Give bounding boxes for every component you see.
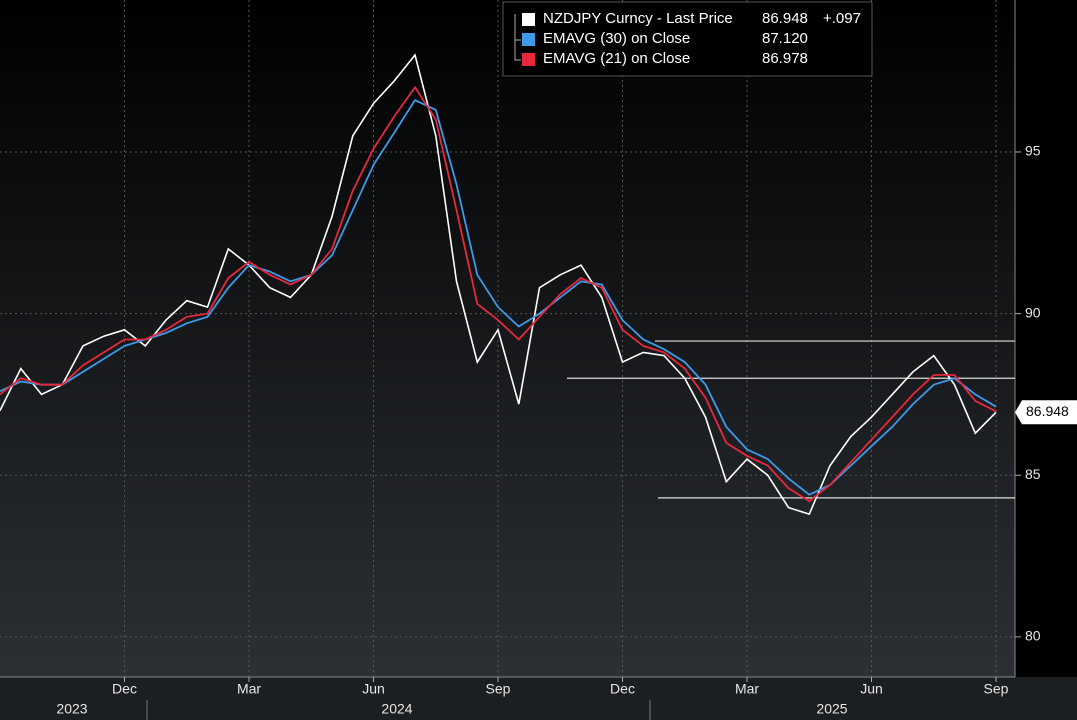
x-tick-label: Mar <box>735 681 759 697</box>
legend-label: EMAVG (21) on Close <box>543 50 690 67</box>
y-tick-label: 80 <box>1025 628 1041 644</box>
legend-tree <box>514 14 521 61</box>
legend-swatch <box>522 33 535 46</box>
y-tick-label: 85 <box>1025 466 1041 482</box>
year-label: 2025 <box>816 701 847 717</box>
legend-label: EMAVG (30) on Close <box>543 30 690 47</box>
series-line <box>0 53 997 516</box>
legend-label: NZDJPY Curncy - Last Price <box>543 10 733 27</box>
x-tick-label: Sep <box>486 681 511 697</box>
x-tick-label: Jun <box>860 681 883 697</box>
year-label: 2024 <box>381 701 412 717</box>
legend-value: 86.948 <box>762 10 808 27</box>
legend-swatch <box>522 53 535 66</box>
x-tick-label: Jun <box>362 681 385 697</box>
legend-value: 87.120 <box>762 30 808 47</box>
x-tick-label: Dec <box>112 681 137 697</box>
legend-box <box>502 1 873 77</box>
last-price-label: 86.948 <box>1026 403 1069 419</box>
series-line <box>0 85 997 503</box>
x-tick-label: Dec <box>610 681 635 697</box>
x-tick-label: Sep <box>984 681 1009 697</box>
x-axis-background <box>0 677 1077 720</box>
legend: NZDJPY Curncy - Last Price 86.948 +.097 EMA… <box>502 1 873 77</box>
year-label: 2023 <box>56 701 87 717</box>
legend-swatch <box>522 13 535 26</box>
x-tick-label: Mar <box>237 681 261 697</box>
legend-change: +.097 <box>823 10 861 27</box>
y-tick-label: 90 <box>1025 304 1041 320</box>
y-tick-label: 95 <box>1025 143 1041 159</box>
legend-value: 86.978 <box>762 50 808 67</box>
last-price-tag <box>1015 400 1077 425</box>
plot-background <box>0 0 1015 677</box>
